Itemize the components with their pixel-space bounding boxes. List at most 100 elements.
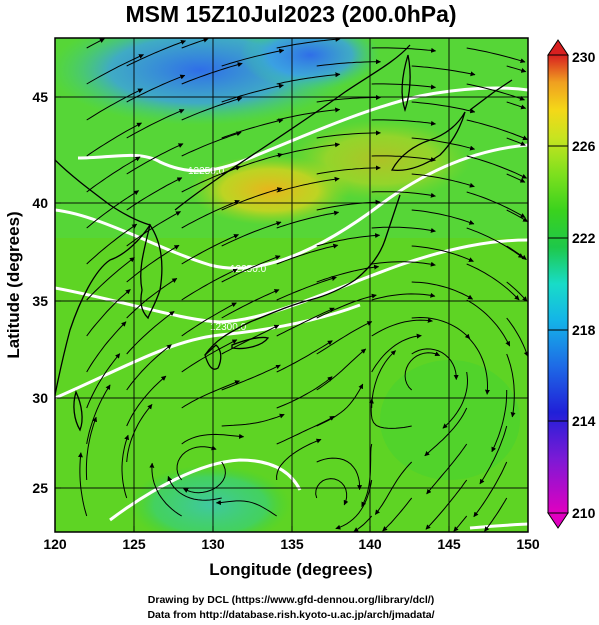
streamline (276, 72, 341, 85)
streamline (221, 118, 284, 139)
y-tick-label: 40 (32, 195, 48, 211)
colorbar-top-triangle (547, 39, 569, 56)
streamline (276, 415, 335, 445)
streamline (316, 233, 381, 247)
x-tick-label: 125 (122, 536, 146, 552)
streamline (181, 433, 245, 445)
streamline (506, 317, 528, 357)
streamline (368, 398, 412, 429)
y-tick-label: 25 (32, 480, 48, 496)
coastline-kyushu (204, 344, 222, 370)
streamline (316, 383, 364, 427)
map-panel: 12250.0 12250.0 12300.0 (55, 38, 528, 532)
y-tick-label: 35 (32, 293, 48, 309)
streamline (506, 245, 527, 260)
x-axis: 120 125 130 135 140 145 150 Longitude (d… (43, 526, 540, 579)
x-tick-label: 145 (437, 536, 461, 552)
x-tick-label: 140 (358, 536, 382, 552)
streamline (276, 210, 340, 229)
streamline (215, 500, 277, 517)
contour-label: 12250.0 (188, 166, 225, 177)
colorbar-tick-label: 230 (572, 49, 596, 65)
coastline-taiwan (73, 390, 83, 432)
streamline (371, 292, 436, 301)
streamline (86, 384, 111, 445)
streamline (466, 299, 511, 347)
x-axis-label: Longitude (degrees) (209, 560, 372, 579)
coastline-sakhalin (401, 54, 411, 113)
streamline (276, 340, 333, 373)
x-tick-label: 130 (201, 536, 225, 552)
streamline (371, 119, 436, 126)
streamline (276, 307, 335, 337)
streamline (371, 333, 422, 373)
streamline (353, 515, 373, 532)
coastline-hokkaido (390, 111, 466, 171)
streamline (484, 497, 508, 532)
streamline (506, 353, 516, 418)
streamline (453, 515, 468, 532)
streamline (86, 289, 131, 337)
streamline (221, 221, 282, 247)
streamline (466, 119, 528, 141)
streamline (411, 137, 476, 151)
streamline (473, 461, 508, 518)
streamline (176, 445, 217, 481)
x-tick-label: 135 (280, 536, 304, 552)
streamline (85, 416, 97, 481)
y-tick-label: 30 (32, 390, 48, 406)
streamline (126, 143, 184, 175)
streamline (316, 457, 363, 491)
streamline (411, 101, 476, 114)
x-tick-label: 120 (43, 536, 67, 552)
streamline (181, 268, 238, 301)
streamline (276, 276, 337, 301)
streamline (316, 348, 367, 391)
streamline (411, 173, 475, 188)
colorbar-tick-label: 222 (572, 230, 596, 246)
streamline (181, 380, 240, 409)
streamline (181, 38, 209, 49)
streamline (442, 371, 469, 429)
streamline (86, 38, 105, 49)
y-axis: 25 30 35 40 45 Latitude (degrees) (4, 89, 61, 496)
streamline (316, 293, 377, 319)
streamline (425, 479, 468, 530)
lat-lon-grid (55, 38, 528, 532)
streamline (506, 101, 527, 110)
streamline (466, 263, 520, 301)
streamline (276, 142, 340, 157)
streamline (276, 107, 341, 121)
streamline (466, 227, 524, 259)
streamline (466, 155, 528, 179)
streamline (86, 156, 141, 193)
streamline (404, 351, 441, 391)
coastline-korea (140, 223, 163, 320)
streamline (221, 289, 280, 319)
streamline (86, 223, 138, 265)
streamline (276, 176, 340, 193)
streamline (491, 390, 508, 453)
streamline (181, 234, 239, 265)
streamline (126, 404, 153, 463)
streamline (411, 65, 476, 77)
x-tick-label: 150 (516, 536, 540, 552)
streamline (126, 244, 180, 283)
streamline (424, 407, 468, 457)
streamline (221, 413, 285, 427)
streamline (506, 281, 528, 302)
streamline (276, 438, 322, 481)
colorbar-tick-label: 210 (572, 505, 596, 521)
coastline-kuril (469, 79, 513, 111)
streamline (411, 245, 474, 262)
streamline (221, 187, 283, 211)
streamline (506, 65, 527, 73)
streamline (371, 261, 436, 267)
coastlines (55, 44, 513, 432)
streamline (371, 47, 437, 53)
y-tick-label: 45 (32, 89, 48, 105)
colorbar-tick-label: 226 (572, 138, 596, 154)
streamline (276, 38, 341, 49)
streamline (167, 475, 222, 501)
streamline (371, 317, 433, 337)
